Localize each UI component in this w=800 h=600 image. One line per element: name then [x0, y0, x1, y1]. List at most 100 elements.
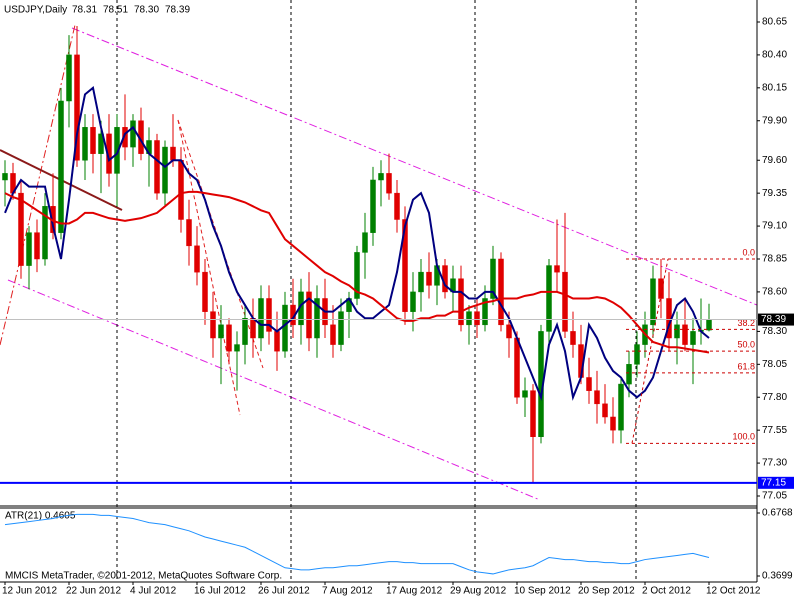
candle-body [482, 298, 488, 326]
last-bar-value: 78.30 [134, 5, 159, 16]
x-tick-label: 29 Aug 2012 [450, 586, 507, 597]
candle-body [530, 390, 536, 437]
trend-line [0, 24, 76, 346]
candle-body [602, 403, 608, 418]
candle-body [690, 331, 696, 345]
x-tick-label: 22 Jun 2012 [66, 586, 121, 597]
x-tick-label: 17 Aug 2012 [386, 586, 443, 597]
candle-body [426, 271, 432, 286]
y-tick-label: 78.60 [762, 287, 787, 298]
y-tick-label: 77.30 [762, 458, 787, 469]
candle-body [218, 324, 224, 339]
candle-body [338, 311, 344, 345]
candle-body [570, 331, 576, 345]
candle-body [514, 337, 520, 398]
candle-body [618, 383, 624, 431]
x-tick-label: 12 Oct 2012 [706, 586, 761, 597]
channel-line [71, 27, 758, 306]
candle-body [330, 324, 336, 345]
y-tick-label: 78.05 [762, 359, 787, 370]
candle-body [18, 192, 24, 266]
drawings [0, 0, 758, 582]
candle-body [202, 271, 208, 312]
candle-body [170, 146, 176, 161]
x-tick-label: 26 Jul 2012 [258, 586, 310, 597]
chart-title: USDJPY,Daily [4, 5, 67, 16]
candle-body [194, 245, 200, 273]
candle-body [250, 317, 256, 339]
candle-body [234, 344, 240, 352]
candle-body [354, 252, 360, 299]
last-bar-value: 78.51 [103, 5, 128, 16]
candle-body [626, 364, 632, 385]
fan-line [177, 119, 241, 416]
fib-label: 38.2 [737, 318, 755, 328]
candle-body [34, 232, 40, 260]
candle-body [594, 390, 600, 405]
candle-body [474, 311, 480, 326]
fib-label: 50.0 [737, 340, 755, 350]
x-tick-label: 16 Jul 2012 [194, 586, 246, 597]
candle-body [674, 324, 680, 339]
candle-body [402, 219, 408, 312]
candle-body [258, 298, 264, 339]
candle-body [74, 54, 80, 161]
x-tick-label: 10 Sep 2012 [514, 586, 571, 597]
candle-body [410, 291, 416, 312]
y-tick-label: 80.65 [762, 17, 787, 28]
indicator-line [4, 513, 710, 575]
candle-body [114, 127, 120, 174]
candle-body [162, 146, 168, 194]
candle-body [458, 278, 464, 326]
fib-trend [631, 258, 669, 444]
candle-body [226, 324, 232, 352]
candle-body [634, 344, 640, 365]
y-tick-label: 79.35 [762, 188, 787, 199]
y-tick-label: 77.55 [762, 425, 787, 436]
y-tick-label: 80.40 [762, 50, 787, 61]
x-tick-label: 12 Jun 2012 [2, 586, 57, 597]
candle-body [378, 173, 384, 181]
candle-body [90, 127, 96, 154]
candle-body [210, 311, 216, 339]
x-tick-label: 2 Oct 2012 [642, 586, 691, 597]
candle-body [506, 324, 512, 339]
price-label: 78.39 [761, 314, 786, 325]
candle-body [394, 192, 400, 220]
candle-body [98, 133, 104, 154]
y-tick-label: 79.10 [762, 221, 787, 232]
candle-body [682, 324, 688, 345]
candle-body [610, 416, 616, 431]
y-tick-label: 78.85 [762, 254, 787, 265]
y-tick-label: 77.05 [762, 491, 787, 502]
candle-body [66, 54, 72, 102]
candle-body [82, 127, 88, 161]
candle-body [122, 127, 128, 148]
candle-body [418, 271, 424, 293]
y-tick-label: 78.30 [762, 326, 787, 337]
last-bar-value: 78.31 [72, 5, 97, 16]
x-tick-label: 20 Sep 2012 [578, 586, 635, 597]
candle-body [130, 120, 136, 148]
candle-body [186, 219, 192, 247]
fib-label: 100.0 [732, 432, 755, 442]
candle-body [546, 265, 552, 332]
candle-body [362, 232, 368, 253]
y-tick-label: 80.15 [762, 82, 787, 93]
moving-average [4, 190, 710, 354]
x-tick-label: 4 Jul 2012 [130, 586, 177, 597]
fib-label: 0.0 [742, 247, 755, 257]
candle-body [42, 206, 48, 260]
fib-label: 61.8 [737, 361, 755, 371]
candle-body [58, 100, 64, 233]
candle-body [314, 298, 320, 339]
indicator-title: ATR(21) 0.4605 [5, 511, 76, 522]
candle-body [466, 311, 472, 326]
candle-body [370, 179, 376, 233]
candle-body [562, 271, 568, 332]
candle-body [242, 317, 248, 345]
candle-body [306, 291, 312, 339]
candle-body [658, 278, 664, 299]
